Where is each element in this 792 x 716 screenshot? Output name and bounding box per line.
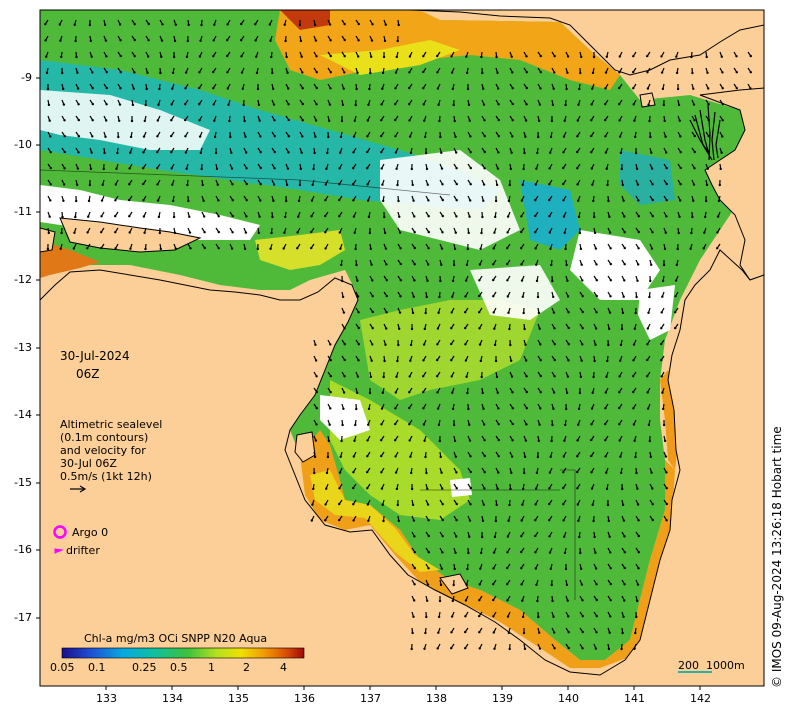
colorbar-tick-3: 0.5 <box>170 661 188 674</box>
legend-line-4: 30-Jul 06Z <box>60 457 117 470</box>
lat-tick-15: -15 <box>14 476 32 489</box>
velocity-arrows <box>44 19 752 651</box>
lon-tick-133: 133 <box>96 692 117 705</box>
lon-tick-139: 139 <box>492 692 513 705</box>
lon-tick-140: 140 <box>558 692 579 705</box>
scale-label-200: 200 <box>678 659 699 672</box>
lat-tick-11-value: 11 <box>18 205 32 218</box>
map-date: 30-Jul-2024 <box>60 349 130 363</box>
lat-tick-15-value: 15 <box>18 476 32 489</box>
lat-tick-9-value: 9 <box>25 71 32 84</box>
lat-tick-10-value: 10 <box>18 138 32 151</box>
lat-tick-11: -11 <box>14 205 32 218</box>
lat-tick-13-value: 13 <box>18 341 32 354</box>
lat-tick-14: -14 <box>14 408 32 421</box>
argo-marker-icon <box>53 525 67 539</box>
legend-line-1: Altimetric sealevel <box>60 418 163 431</box>
lon-tick-136: 136 <box>294 692 315 705</box>
lon-tick-135: 135 <box>228 692 249 705</box>
map-time: 06Z <box>76 367 100 381</box>
colorbar-title: Chl-a mg/m3 OCi SNPP N20 Aqua <box>84 632 268 645</box>
scale-label-1000m: 1000m <box>706 659 745 672</box>
velocity-scale-arrow <box>70 485 87 493</box>
drifter-label: drifter <box>66 544 100 557</box>
lon-tick-137: 137 <box>360 692 381 705</box>
drifter-marker-icon <box>54 548 64 554</box>
lat-tick-12-value: 12 <box>18 273 32 286</box>
landmasses <box>40 10 764 686</box>
colorbar-tick-6: 4 <box>280 661 287 674</box>
lat-tick-10: -10 <box>14 138 32 151</box>
argo-label: Argo 0 <box>72 526 109 539</box>
lon-tick-134: 134 <box>162 692 183 705</box>
lat-tick-12: -12 <box>14 273 32 286</box>
sealevel-contours <box>40 169 576 600</box>
lat-tick-9: -9 <box>21 71 32 84</box>
sea-region <box>40 10 752 668</box>
axis-ticks <box>36 77 701 690</box>
colorbar-tick-4: 1 <box>208 661 215 674</box>
colorbar-tick-5: 2 <box>243 661 250 674</box>
lat-tick-17-value: 17 <box>18 611 32 624</box>
lon-tick-141: 141 <box>624 692 645 705</box>
colorbar <box>61 647 305 659</box>
lat-tick-16: -16 <box>14 543 32 556</box>
colorbar-tick-1: 0.1 <box>88 661 106 674</box>
lon-tick-138: 138 <box>426 692 447 705</box>
legend-line-5: 0.5m/s (1kt 12h) <box>60 470 152 483</box>
lat-tick-14-value: 14 <box>18 408 32 421</box>
colorbar-tick-0: 0.05 <box>50 661 75 674</box>
credit-text: © IMOS 09-Aug-2024 13:26:18 Hobart time <box>770 426 784 688</box>
lat-tick-13: -13 <box>14 341 32 354</box>
legend-line-2: (0.1m contours) <box>60 431 149 444</box>
legend-line-3: and velocity for <box>60 444 146 457</box>
lat-tick-17: -17 <box>14 611 32 624</box>
lat-tick-16-value: 16 <box>18 543 32 556</box>
lon-tick-142: 142 <box>690 692 711 705</box>
drifter-track <box>689 104 721 161</box>
colorbar-tick-2: 0.25 <box>132 661 157 674</box>
